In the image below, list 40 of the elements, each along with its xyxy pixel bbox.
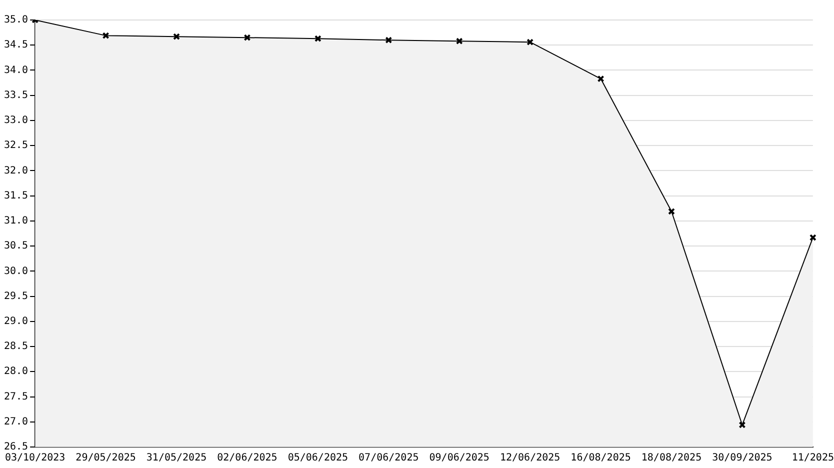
- point: [385, 36, 392, 44]
- y-tick-label: 32.0: [4, 165, 28, 176]
- y-tick-label: 29.5: [4, 290, 28, 302]
- y-tick-label: 28.5: [4, 341, 28, 352]
- point: [102, 32, 110, 40]
- point: [597, 75, 604, 82]
- x-tick-label: 07/06/2025: [358, 452, 419, 464]
- point: [173, 33, 180, 40]
- y-tick-label: 26.5: [4, 442, 28, 453]
- y-tick-label: 31.5: [4, 190, 28, 202]
- y-tick-label: 31.0: [4, 216, 28, 227]
- point: [668, 208, 675, 215]
- y-tick-label: 34.5: [4, 40, 28, 51]
- y-tick-label: 27.0: [4, 416, 28, 428]
- x-tick-label: 05/06/2025: [288, 452, 348, 464]
- x-tick-label: 11/2025: [792, 452, 834, 464]
- x-tick-label: 16/08/2025: [570, 452, 631, 464]
- y-tick-label: 33.5: [4, 90, 28, 101]
- x-tick-label: 09/06/2025: [429, 452, 490, 464]
- x-tick-label: 30/09/2025: [712, 452, 772, 464]
- y-tick-label: 29.0: [4, 316, 28, 328]
- y-tick-label: 27.5: [4, 391, 28, 402]
- x-tick-label: 18/08/2025: [641, 452, 702, 464]
- x-tick-label: 12/06/2025: [500, 452, 560, 464]
- x-tick-label: 29/05/2025: [76, 452, 136, 464]
- x-tick-label: 03/10/2023: [4, 452, 66, 464]
- y-tick-label: 28.0: [4, 366, 28, 378]
- y-tick-label: 34.0: [4, 64, 28, 76]
- point: [738, 421, 746, 428]
- point: [314, 35, 322, 42]
- x-tick-label: 02/06/2025: [217, 452, 278, 464]
- y-tick-label: 32.5: [4, 140, 28, 152]
- y-tick-label: 30.5: [4, 240, 28, 252]
- point: [456, 38, 463, 45]
- y-tick-label: 35.0: [4, 14, 28, 26]
- point: [526, 38, 534, 46]
- x-tick-label: 31/05/2025: [146, 452, 207, 464]
- point: [244, 34, 251, 42]
- y-tick-label: 30.0: [4, 266, 28, 277]
- y-tick-label: 33.0: [4, 115, 28, 126]
